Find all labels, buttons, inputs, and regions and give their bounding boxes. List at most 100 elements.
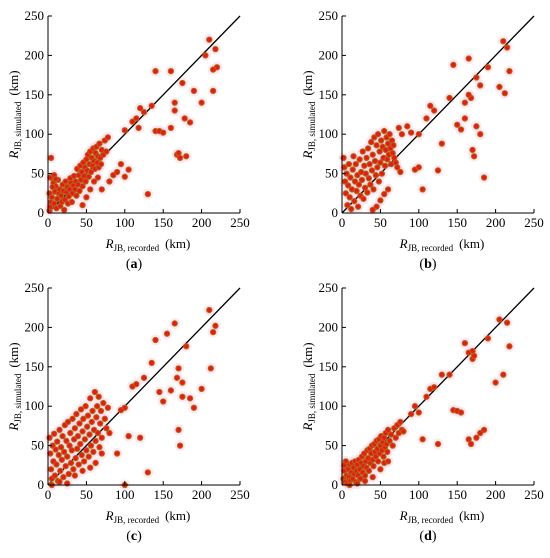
data-point (140, 374, 148, 381)
data-point (400, 428, 407, 435)
y-axis-label: RJB, simulated (km) (300, 342, 317, 431)
data-point (186, 119, 194, 126)
panel-tag-open: ( (419, 257, 424, 272)
panel-tag-open: ( (126, 257, 131, 272)
data-point (92, 437, 99, 445)
data-point (71, 472, 79, 479)
y-tick-label: 250 (25, 8, 45, 23)
y-tick-label: 150 (25, 359, 45, 374)
data-point (467, 440, 475, 448)
panel-tag: (b) (419, 257, 436, 272)
y-tick-label: 200 (25, 47, 45, 62)
data-point (419, 436, 426, 443)
data-point (73, 410, 80, 418)
x-tick-label: 0 (45, 487, 52, 502)
data-point (133, 380, 140, 388)
y-axis-label: RJB, simulated (km) (6, 342, 23, 431)
y-tick-label: 0 (332, 205, 339, 220)
data-point (68, 447, 75, 454)
y-tick-label: 150 (319, 87, 339, 102)
data-point (373, 142, 380, 149)
data-point (446, 371, 453, 378)
y-tick-label: 50 (325, 166, 338, 181)
data-point (372, 172, 379, 179)
data-point (415, 131, 422, 138)
data-point (117, 160, 125, 168)
data-point (103, 148, 110, 155)
data-point (209, 328, 217, 336)
data-point (423, 115, 430, 122)
data-point (179, 379, 186, 386)
panel-tag: (c) (126, 529, 142, 544)
data-point (176, 442, 184, 449)
data-point (179, 79, 186, 87)
data-point (431, 107, 438, 114)
y-tick-label: 200 (319, 47, 339, 62)
data-point (381, 190, 388, 198)
data-point (376, 148, 383, 155)
data-point (152, 68, 159, 75)
data-point (342, 190, 349, 197)
x-tick-label: 150 (153, 487, 173, 502)
data-point (103, 425, 110, 432)
data-point (423, 393, 430, 400)
y-tick-label: 150 (319, 359, 339, 374)
data-point (419, 186, 426, 193)
y-tick-label: 200 (25, 319, 45, 334)
panel-tag: (d) (419, 529, 436, 544)
x-tick-label: 0 (339, 487, 346, 502)
y-tick-label: 100 (25, 126, 45, 141)
data-point (59, 432, 66, 440)
data-point (465, 91, 472, 98)
data-point (415, 409, 422, 416)
data-point (457, 126, 465, 133)
data-point (503, 44, 511, 51)
data-point (352, 160, 359, 168)
data-point (480, 426, 488, 433)
data-point (392, 434, 399, 441)
data-point (411, 403, 419, 410)
data-point (88, 418, 95, 426)
data-point (148, 359, 155, 367)
data-point (473, 434, 480, 441)
data-point (77, 440, 84, 448)
y-tick-label: 50 (31, 166, 44, 181)
data-point (351, 198, 358, 205)
data-point (104, 404, 112, 411)
data-point (156, 388, 163, 396)
data-points (340, 38, 513, 213)
y-tick-label: 0 (332, 477, 339, 492)
y-tick-label: 0 (38, 205, 45, 220)
data-point (58, 456, 65, 463)
panel-tag-letter: c (131, 529, 137, 544)
x-axis-unit: (km) (459, 236, 484, 251)
one-to-one-line (47, 287, 241, 486)
x-tick-label: 50 (374, 215, 387, 230)
data-point (384, 426, 392, 433)
x-axis-subscript: JB, recorded (114, 243, 160, 253)
x-axis-label: RJB, recorded (km) (399, 508, 485, 525)
data-point (167, 387, 175, 394)
data-point (90, 448, 97, 456)
data-point (506, 343, 513, 350)
x-tick-label: 250 (230, 487, 250, 502)
data-point (101, 415, 108, 422)
data-point (354, 203, 362, 210)
data-point (67, 459, 75, 467)
data-point (369, 206, 376, 213)
data-point (477, 82, 484, 89)
data-point (348, 205, 355, 213)
data-point (78, 451, 85, 459)
data-point (100, 399, 107, 407)
data-point (377, 197, 384, 204)
data-point (84, 412, 92, 419)
panel-tag-close: ) (432, 529, 437, 544)
data-point (350, 153, 357, 160)
data-point (377, 159, 384, 166)
data-point (60, 206, 68, 213)
data-point (79, 183, 86, 190)
y-tick-label: 50 (325, 438, 338, 453)
data-point (76, 187, 83, 195)
y-tick-label: 0 (38, 477, 45, 492)
